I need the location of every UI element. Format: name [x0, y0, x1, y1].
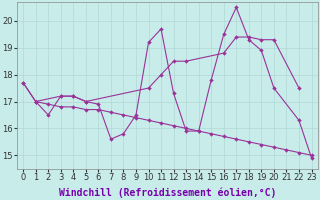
X-axis label: Windchill (Refroidissement éolien,°C): Windchill (Refroidissement éolien,°C)	[59, 187, 276, 198]
